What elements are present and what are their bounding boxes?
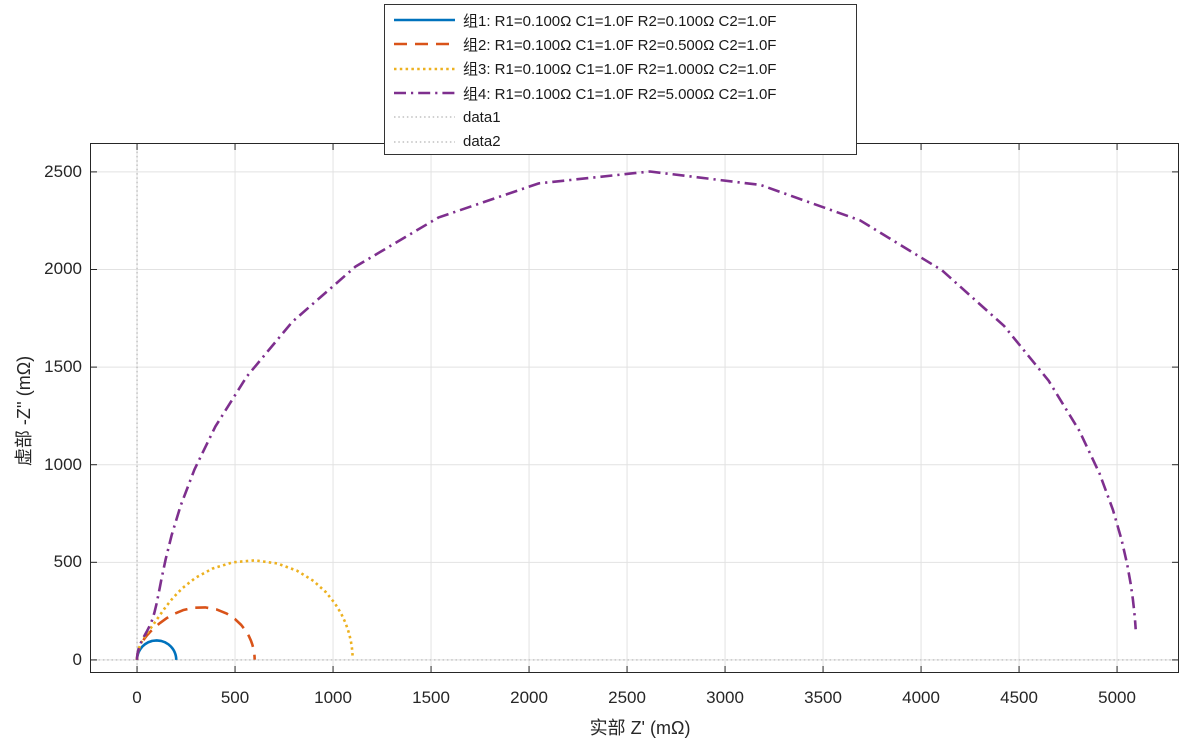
series-layer	[135, 170, 1137, 662]
legend-row-1: 组1: R1=0.100Ω C1=1.0F R2=0.100Ω C2=1.0F	[393, 8, 856, 32]
x-tick-label-4500: 4500	[1000, 688, 1038, 707]
legend-label-2: 组2: R1=0.100Ω C1=1.0F R2=0.500Ω C2=1.0F	[463, 36, 777, 54]
legend-row-3: 组3: R1=0.100Ω C1=1.0F R2=1.000Ω C2=1.0F	[393, 57, 856, 81]
plot-background	[90, 143, 1179, 673]
x-tick-label-2500: 2500	[608, 688, 646, 707]
legend-row-6: data2	[393, 129, 856, 153]
x-tick-label-1000: 1000	[314, 688, 352, 707]
legend-line-sample-1	[394, 18, 455, 22]
plot-area	[90, 143, 1179, 673]
legend-line-sample-5	[394, 116, 455, 118]
legend-line-sample-2	[394, 43, 455, 46]
legend-row-5: data1	[393, 105, 856, 129]
x-tick-label-500: 500	[220, 688, 250, 707]
legend-label-6: data2	[463, 133, 501, 151]
y-tick-label-500: 500	[53, 552, 82, 572]
x-tick-label-3500: 3500	[804, 688, 842, 707]
legend-line-sample-3	[394, 67, 455, 71]
legend-row-2: 组2: R1=0.100Ω C1=1.0F R2=0.500Ω C2=1.0F	[393, 32, 856, 56]
x-axis-label: 实部 Z' (mΩ)	[589, 718, 691, 738]
y-tick-label-2500: 2500	[44, 161, 82, 181]
legend-label-5: data1	[463, 108, 501, 126]
curve-group4	[135, 170, 1137, 662]
legend-label-4: 组4: R1=0.100Ω C1=1.0F R2=5.000Ω C2=1.0F	[463, 85, 777, 103]
legend-line-sample-4	[394, 91, 455, 95]
y-tick-label-1000: 1000	[44, 454, 82, 474]
x-tick-label-5000: 5000	[1098, 688, 1136, 707]
legend-row-4: 组4: R1=0.100Ω C1=1.0F R2=5.000Ω C2=1.0F	[393, 81, 856, 105]
x-tick-label-0: 0	[132, 688, 142, 707]
legend: 组1: R1=0.100Ω C1=1.0F R2=0.100Ω C2=1.0F 组…	[384, 4, 857, 155]
y-tick-label-1500: 1500	[44, 357, 82, 377]
x-tick-label-2000: 2000	[510, 688, 548, 707]
y-axis-label: 虚部 -Z'' (mΩ)	[14, 355, 34, 467]
legend-label-3: 组3: R1=0.100Ω C1=1.0F R2=1.000Ω C2=1.0F	[463, 61, 777, 79]
legend-label-1: 组1: R1=0.100Ω C1=1.0F R2=0.100Ω C2=1.0F	[463, 12, 777, 30]
x-tick-label-4000: 4000	[902, 688, 940, 707]
y-tick-label-2000: 2000	[44, 259, 82, 279]
x-tick-label-3000: 3000	[706, 688, 744, 707]
x-tick-label-1500: 1500	[412, 688, 450, 707]
y-tick-label-0: 0	[72, 649, 82, 669]
reference-lines-layer	[90, 143, 1179, 673]
legend-line-sample-6	[394, 141, 455, 143]
